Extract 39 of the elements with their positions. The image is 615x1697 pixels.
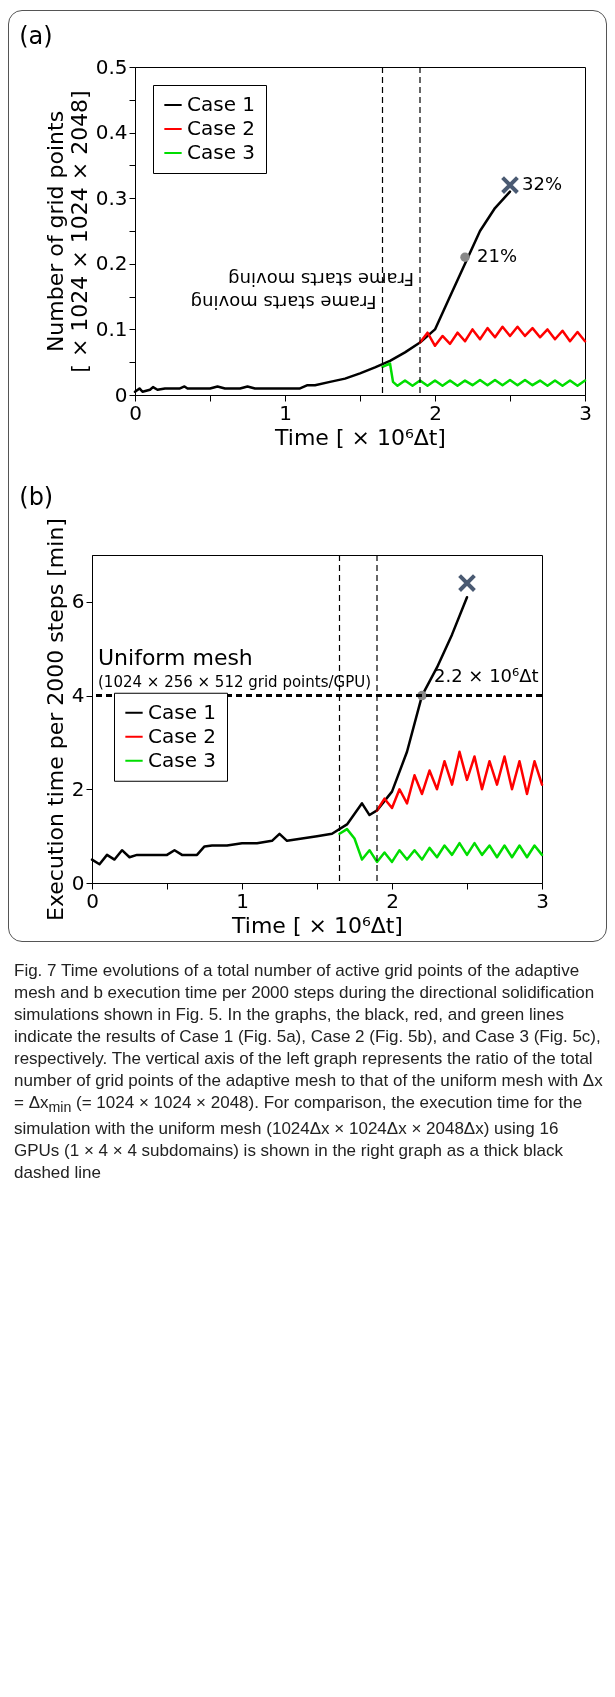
y-tick-label: 0.1 [95,316,128,341]
annotation: 2.2 × 10⁶Δt [434,664,539,686]
ref-line-label: Frame starts moving [190,291,377,313]
y-tick-label: 0 [71,870,85,895]
y-axis-title: Number of grid points [ × 1024 × 1024 × 2048] [42,90,92,373]
data-label: 21% [477,245,518,267]
chart-title: (b) [19,482,54,511]
data-label: 32% [522,173,563,195]
text: Fig. 7 Time evolutions of a total number of active grid points of the adaptive mesh and b execution time per 2000 steps during the directional solidification simulations shown in Fig. 5. In the graphs, the black, red, and green lines indicate the results of Case 1 (Fig. 5a), Case 2 (Fig. 5b), and Case 3 (Fig. 5c), respectively. The vertical axis of the left graph represents the ratio of the total number of grid points of the adaptive mesh to that of the uniform mesh with Δx = Δx$_{min}$ (= 1024 × 1024 × 2048). For comparison, the execution time for the simulation with the uniform mesh (1024Δx × 1024Δx × 2048Δx) using 16 GPUs (1 × 4 × 4 subdomains) is shown in the right graph as a thick black dashed line [14,961,603,1183]
x-tick-label: 2 [386,888,399,913]
chart-title: (a) [19,22,53,50]
y-tick-label: 4 [71,683,85,708]
x-tick-label: 1 [236,888,249,913]
legend-label: Case 2 [187,116,256,140]
y-tick-label: 0.3 [95,185,128,210]
legend-label: Case 2 [148,723,217,748]
y-tick-label: 2 [71,776,85,801]
line-series [338,827,544,864]
x-tick-label: 1 [279,400,292,425]
y-tick-label: 0.5 [95,54,128,79]
legend-label: Case 1 [187,92,256,116]
y-tick-label: 6 [71,589,85,614]
legend-label: Case 3 [148,747,217,772]
x-tick-label: 3 [536,888,549,913]
ref-line-label: Frame starts moving [228,268,414,290]
legend-label: Case 3 [187,140,256,164]
x-axis-title: Time [ × 10⁶Δt] [231,912,403,938]
line-series [418,325,587,348]
y-tick-label: 0.4 [95,120,128,145]
y-axis-title: Execution time per 2000 steps [min] [42,518,68,921]
x-tick-label: 2 [429,400,442,425]
y-tick-label: 0 [114,382,128,407]
x-axis-title: Time [ × 10⁶Δt] [274,424,446,450]
line-series [375,750,544,812]
ref-line-label: Uniform mesh (1024 × 256 × 512 grid points/GPU) [98,644,372,691]
y-tick-label: 0.2 [95,251,128,276]
x-tick-label: 3 [579,400,592,425]
legend-label: Case 1 [148,699,217,724]
line-series [381,362,587,388]
